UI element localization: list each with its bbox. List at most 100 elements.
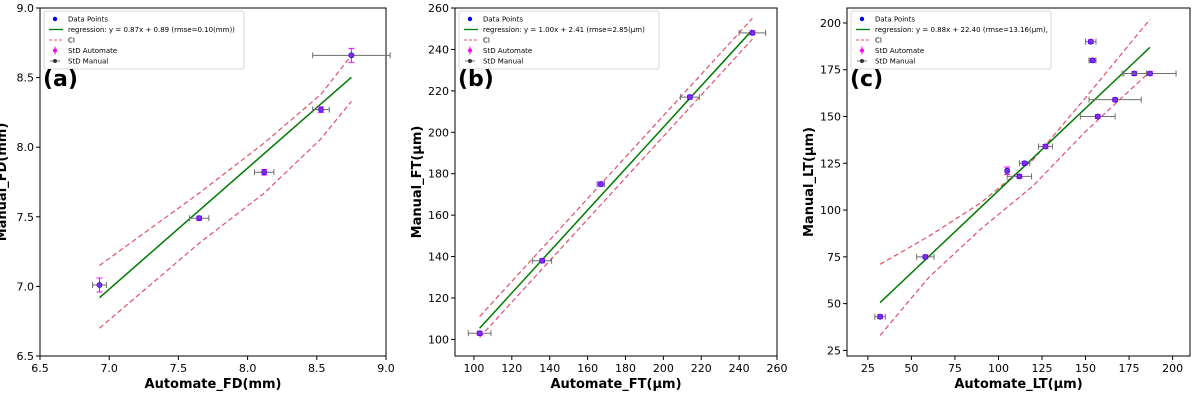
y-tick-label: 7.5	[17, 211, 35, 224]
data-point-3	[254, 168, 275, 176]
x-tick-label: 125	[1032, 362, 1053, 375]
data-point-marker	[348, 52, 355, 59]
x-tick-label: 7.0	[100, 362, 118, 375]
y-tick-label: 8.0	[17, 141, 35, 154]
y-tick-label: 150	[820, 111, 841, 124]
y-tick-label: 6.5	[17, 350, 35, 363]
chart-panel-3: 25 50 75 100 125 150 175 200 25 50 75 100 125 150 175 2…	[802, 7, 1191, 392]
y-tick-label: 240	[428, 43, 449, 56]
data-point-marker	[1016, 173, 1023, 180]
data-point-marker	[261, 169, 268, 176]
data-point-2	[532, 257, 553, 264]
ci-upper-line	[99, 54, 352, 266]
x-tick-label: 175	[1119, 362, 1140, 375]
legend-entry-2: regression: y = 1.00x + 2.41 (rmse=2.85(…	[483, 26, 645, 34]
legend: Data Points regression: y = 1.00x + 2.41 …	[458, 10, 660, 70]
x-tick-label: 9.0	[377, 362, 395, 375]
data-point-2	[916, 253, 935, 260]
x-tick-label: 150	[1075, 362, 1096, 375]
data-point-marker	[96, 282, 103, 288]
ci-upper-line	[479, 17, 753, 318]
y-tick-label: 8.5	[17, 72, 35, 85]
x-tick-label: 180	[615, 362, 636, 375]
y-axis-label: Manual_FT(µm)	[410, 126, 425, 239]
legend-entry-5: StD Manual	[483, 58, 523, 66]
data-point-marker	[476, 330, 483, 337]
y-tick-label: 125	[820, 157, 841, 170]
panel-label: (c)	[850, 67, 883, 92]
x-tick-label: 220	[691, 362, 712, 375]
legend-marker-points	[52, 16, 58, 22]
data-point-marker	[1147, 70, 1153, 77]
y-tick-label: 200	[428, 126, 449, 139]
x-tick-label: 50	[904, 362, 918, 375]
ci-upper-line	[879, 18, 1151, 265]
legend-entry-1: Data Points	[68, 16, 108, 24]
legend-marker-std-manual-dot	[860, 59, 864, 63]
legend-marker-std-manual-dot	[468, 59, 472, 63]
y-axis-label: Manual_LT(µm)	[802, 127, 817, 237]
data-point-1	[92, 277, 107, 293]
x-tick-label: 75	[948, 362, 962, 375]
legend-marker-std-automate-dot	[53, 48, 57, 53]
panel-label: (b)	[458, 67, 494, 92]
legend-entry-5: StD Manual	[68, 58, 108, 66]
data-point-marker	[539, 257, 546, 264]
legend: Data Points regression: y = 0.87x + 0.89 …	[43, 10, 245, 70]
legend-marker-std-automate-dot	[468, 48, 472, 53]
data-point-marker	[1021, 160, 1028, 167]
data-point-marker	[877, 313, 883, 320]
y-tick-label: 9.0	[17, 2, 35, 15]
data-point-7	[1085, 38, 1097, 45]
y-tick-label: 100	[820, 204, 841, 217]
legend-marker-points	[859, 16, 865, 22]
y-tick-label: 100	[428, 333, 449, 346]
y-tick-label: 75	[827, 251, 841, 264]
y-tick-label: 120	[428, 292, 449, 305]
ci-lower-line	[99, 100, 352, 329]
x-tick-label: 8.0	[239, 362, 257, 375]
legend-box	[458, 10, 660, 70]
x-tick-label: 6.5	[31, 362, 49, 375]
x-tick-label: 200	[1162, 362, 1183, 375]
x-tick-label: 8.5	[308, 362, 326, 375]
data-point-8	[1088, 57, 1097, 64]
x-tick-label: 25	[861, 362, 875, 375]
y-tick-label: 200	[820, 17, 841, 30]
x-axis-label: Automate_LT(µm)	[954, 377, 1082, 392]
data-point-marker	[922, 253, 929, 260]
legend-box	[850, 10, 1052, 70]
data-point-1	[874, 313, 886, 320]
ci-lower-line	[879, 71, 1151, 336]
legend-entry-2: regression: y = 0.87x + 0.89 (rmse=0.10(…	[68, 26, 235, 34]
data-point-marker	[1089, 57, 1096, 64]
x-tick-label: 240	[729, 362, 750, 375]
x-tick-label: 260	[767, 362, 788, 375]
legend-box	[43, 10, 245, 70]
legend-entry-1: Data Points	[483, 16, 523, 24]
legend-entry-2: regression: y = 0.88x + 22.40 (rmse=13.1…	[875, 26, 1048, 34]
legend-entry-3: CI	[68, 37, 75, 45]
data-point-marker	[1042, 143, 1049, 150]
chart-panel-2: 100 120 140 160 180 200 220 240 260 100 120 140 160 1…	[410, 2, 788, 392]
data-point-marker	[686, 94, 693, 100]
data-point-marker	[749, 29, 756, 36]
x-tick-label: 160	[577, 362, 598, 375]
data-point-12	[1123, 70, 1177, 77]
regression-line	[479, 29, 753, 329]
y-tick-label: 140	[428, 251, 449, 264]
data-point-5	[1018, 160, 1031, 167]
data-point-marker	[1094, 113, 1101, 120]
y-tick-label: 7.0	[17, 280, 35, 293]
chart-panel-1: 6.5 7.0 7.5 8.0 8.5 9.0 6.5 7.0 7.5 8.0 8.5 9.0 Auto…	[0, 2, 395, 392]
y-axis-label: Manual_FD(mm)	[0, 123, 10, 242]
x-axis-label: Automate_FT(µm)	[550, 377, 681, 392]
legend-marker-std-automate-dot	[860, 48, 864, 53]
data-point-5	[312, 47, 391, 63]
legend-entry-4: StD Automate	[875, 47, 924, 55]
legend-marker-std-manual-dot	[53, 59, 57, 63]
data-point-10	[1088, 96, 1142, 103]
legend-entry-4: StD Automate	[68, 47, 117, 55]
legend-entry-4: StD Automate	[483, 47, 532, 55]
